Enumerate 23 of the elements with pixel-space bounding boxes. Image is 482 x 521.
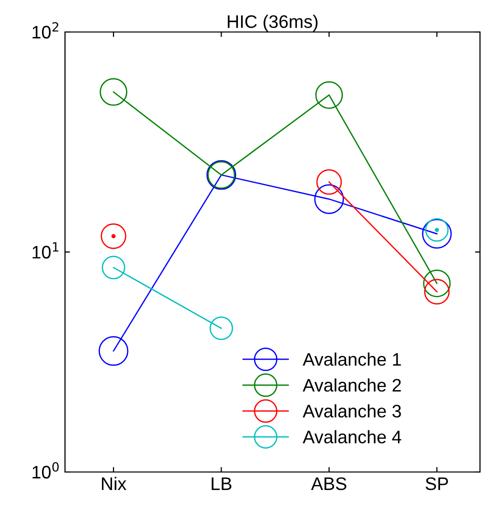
y-tick-label: 10$^{2}$: [32, 22, 58, 39]
point: [315, 81, 343, 109]
point: [423, 270, 451, 298]
legend-label: Avalanche 2: [302, 378, 401, 392]
point: [314, 184, 344, 214]
x-tick-label: SP: [426, 477, 448, 490]
point: [316, 169, 342, 195]
y-tick-label: 10$^{0}$: [32, 462, 59, 479]
legend-label: Avalanche 3: [302, 404, 401, 418]
point: [100, 78, 128, 106]
point: [210, 316, 234, 340]
point: [422, 218, 452, 249]
point: [98, 336, 128, 366]
x-tick-label: Nix: [102, 476, 126, 490]
legend-label: Avalanche 4: [302, 430, 402, 444]
point: [102, 256, 126, 280]
x-tick-label: ABS: [311, 477, 346, 490]
y-tick-label: 10$^{1}$: [32, 242, 58, 259]
chart-title: HIC (36ms): [228, 14, 318, 32]
x-tick-label: LB: [212, 478, 232, 490]
legend-label: Avalanche 1: [302, 352, 401, 366]
point: [424, 278, 450, 304]
point: [100, 223, 126, 249]
